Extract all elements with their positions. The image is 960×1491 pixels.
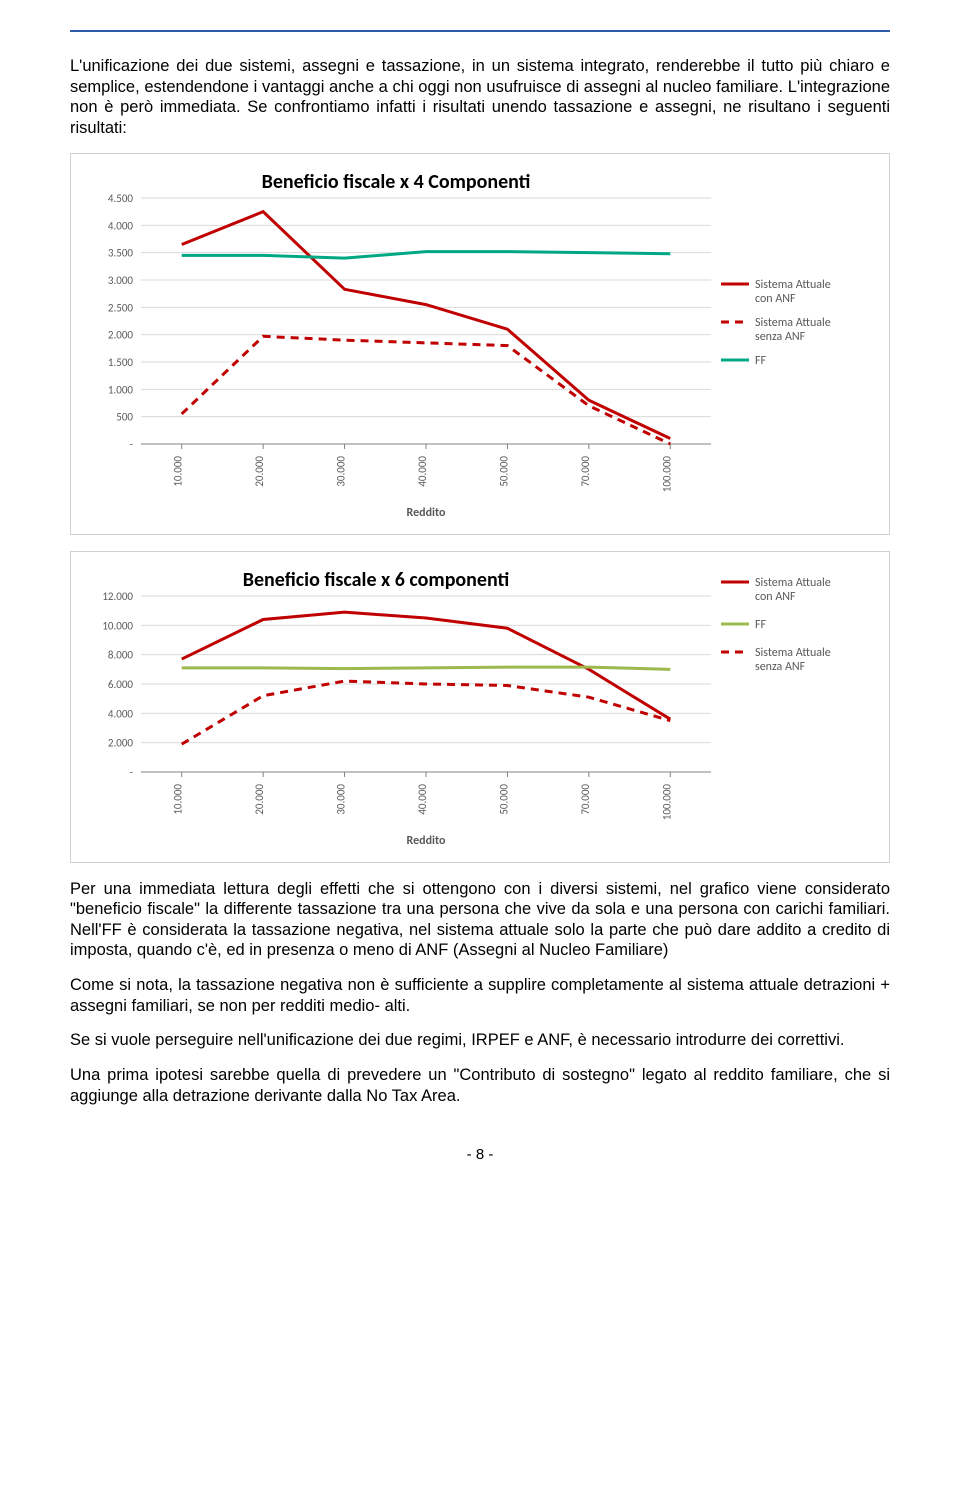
paragraph-5: Una prima ipotesi sarebbe quella di prev…: [70, 1065, 890, 1106]
svg-text:8.000: 8.000: [108, 648, 134, 661]
svg-text:10.000: 10.000: [172, 783, 185, 814]
svg-text:10.000: 10.000: [172, 455, 185, 486]
svg-text:40.000: 40.000: [416, 783, 429, 814]
svg-text:4.000: 4.000: [108, 707, 134, 720]
svg-text:FF: FF: [755, 354, 767, 368]
paragraph-4: Se si vuole perseguire nell'unificazione…: [70, 1030, 890, 1051]
svg-text:500: 500: [116, 410, 133, 423]
svg-text:Sistema Attuale: Sistema Attuale: [755, 278, 831, 292]
svg-text:30.000: 30.000: [335, 455, 348, 486]
svg-text:2.500: 2.500: [108, 301, 134, 314]
svg-text:3.000: 3.000: [108, 274, 134, 287]
svg-text:FF: FF: [755, 618, 767, 632]
svg-text:50.000: 50.000: [497, 455, 510, 486]
svg-text:4.500: 4.500: [108, 192, 134, 205]
svg-text:Sistema Attuale: Sistema Attuale: [755, 316, 831, 330]
svg-text:3.500: 3.500: [108, 246, 134, 259]
svg-text:12.000: 12.000: [102, 590, 133, 603]
svg-text:senza ANF: senza ANF: [755, 330, 806, 344]
page-container: L'unificazione dei due sistemi, assegni …: [0, 0, 960, 1203]
chart-2-container: Beneficio fiscale x 6 componenti - 2.000 4.…: [70, 551, 890, 863]
svg-text:Sistema Attuale: Sistema Attuale: [755, 646, 831, 660]
chart-1-svg: Beneficio fiscale x 4 Componenti - 500 1.00…: [71, 154, 889, 534]
chart-1-container: Beneficio fiscale x 4 Componenti - 500 1.00…: [70, 153, 890, 535]
svg-text:20.000: 20.000: [253, 783, 266, 814]
svg-text:100.000: 100.000: [660, 783, 673, 820]
svg-text:10.000: 10.000: [102, 619, 133, 632]
svg-text:1.000: 1.000: [108, 383, 134, 396]
chart-2-svg: Beneficio fiscale x 6 componenti - 2.000 4.…: [71, 552, 889, 862]
svg-text:2.000: 2.000: [108, 328, 134, 341]
svg-text:Reddito: Reddito: [407, 834, 446, 848]
svg-text:1.500: 1.500: [108, 356, 134, 369]
svg-text:50.000: 50.000: [497, 783, 510, 814]
svg-text:4.000: 4.000: [108, 219, 134, 232]
svg-text:100.000: 100.000: [660, 455, 673, 492]
svg-text:Reddito: Reddito: [407, 506, 446, 520]
svg-text:Beneficio fiscale x 4 Componen: Beneficio fiscale x 4 Componenti: [262, 170, 531, 194]
svg-text:70.000: 70.000: [579, 783, 592, 814]
svg-text:40.000: 40.000: [416, 455, 429, 486]
page-number: - 8 -: [70, 1146, 890, 1163]
paragraph-3: Come si nota, la tassazione negativa non…: [70, 975, 890, 1016]
header-rule: [70, 30, 890, 32]
svg-text:-: -: [130, 438, 133, 451]
svg-text:Beneficio fiscale x 6 compone: Beneficio fiscale x 6 componenti: [243, 568, 509, 592]
svg-text:-: -: [130, 766, 133, 779]
svg-text:30.000: 30.000: [335, 783, 348, 814]
svg-text:con ANF: con ANF: [755, 292, 796, 306]
svg-text:70.000: 70.000: [579, 455, 592, 486]
svg-text:con ANF: con ANF: [755, 590, 796, 604]
svg-text:senza ANF: senza ANF: [755, 660, 806, 674]
paragraph-2: Per una immediata lettura degli effetti …: [70, 879, 890, 962]
svg-text:Sistema Attuale: Sistema Attuale: [755, 576, 831, 590]
svg-text:2.000: 2.000: [108, 736, 134, 749]
paragraph-1: L'unificazione dei due sistemi, assegni …: [70, 56, 890, 139]
svg-text:6.000: 6.000: [108, 678, 134, 691]
svg-text:20.000: 20.000: [253, 455, 266, 486]
